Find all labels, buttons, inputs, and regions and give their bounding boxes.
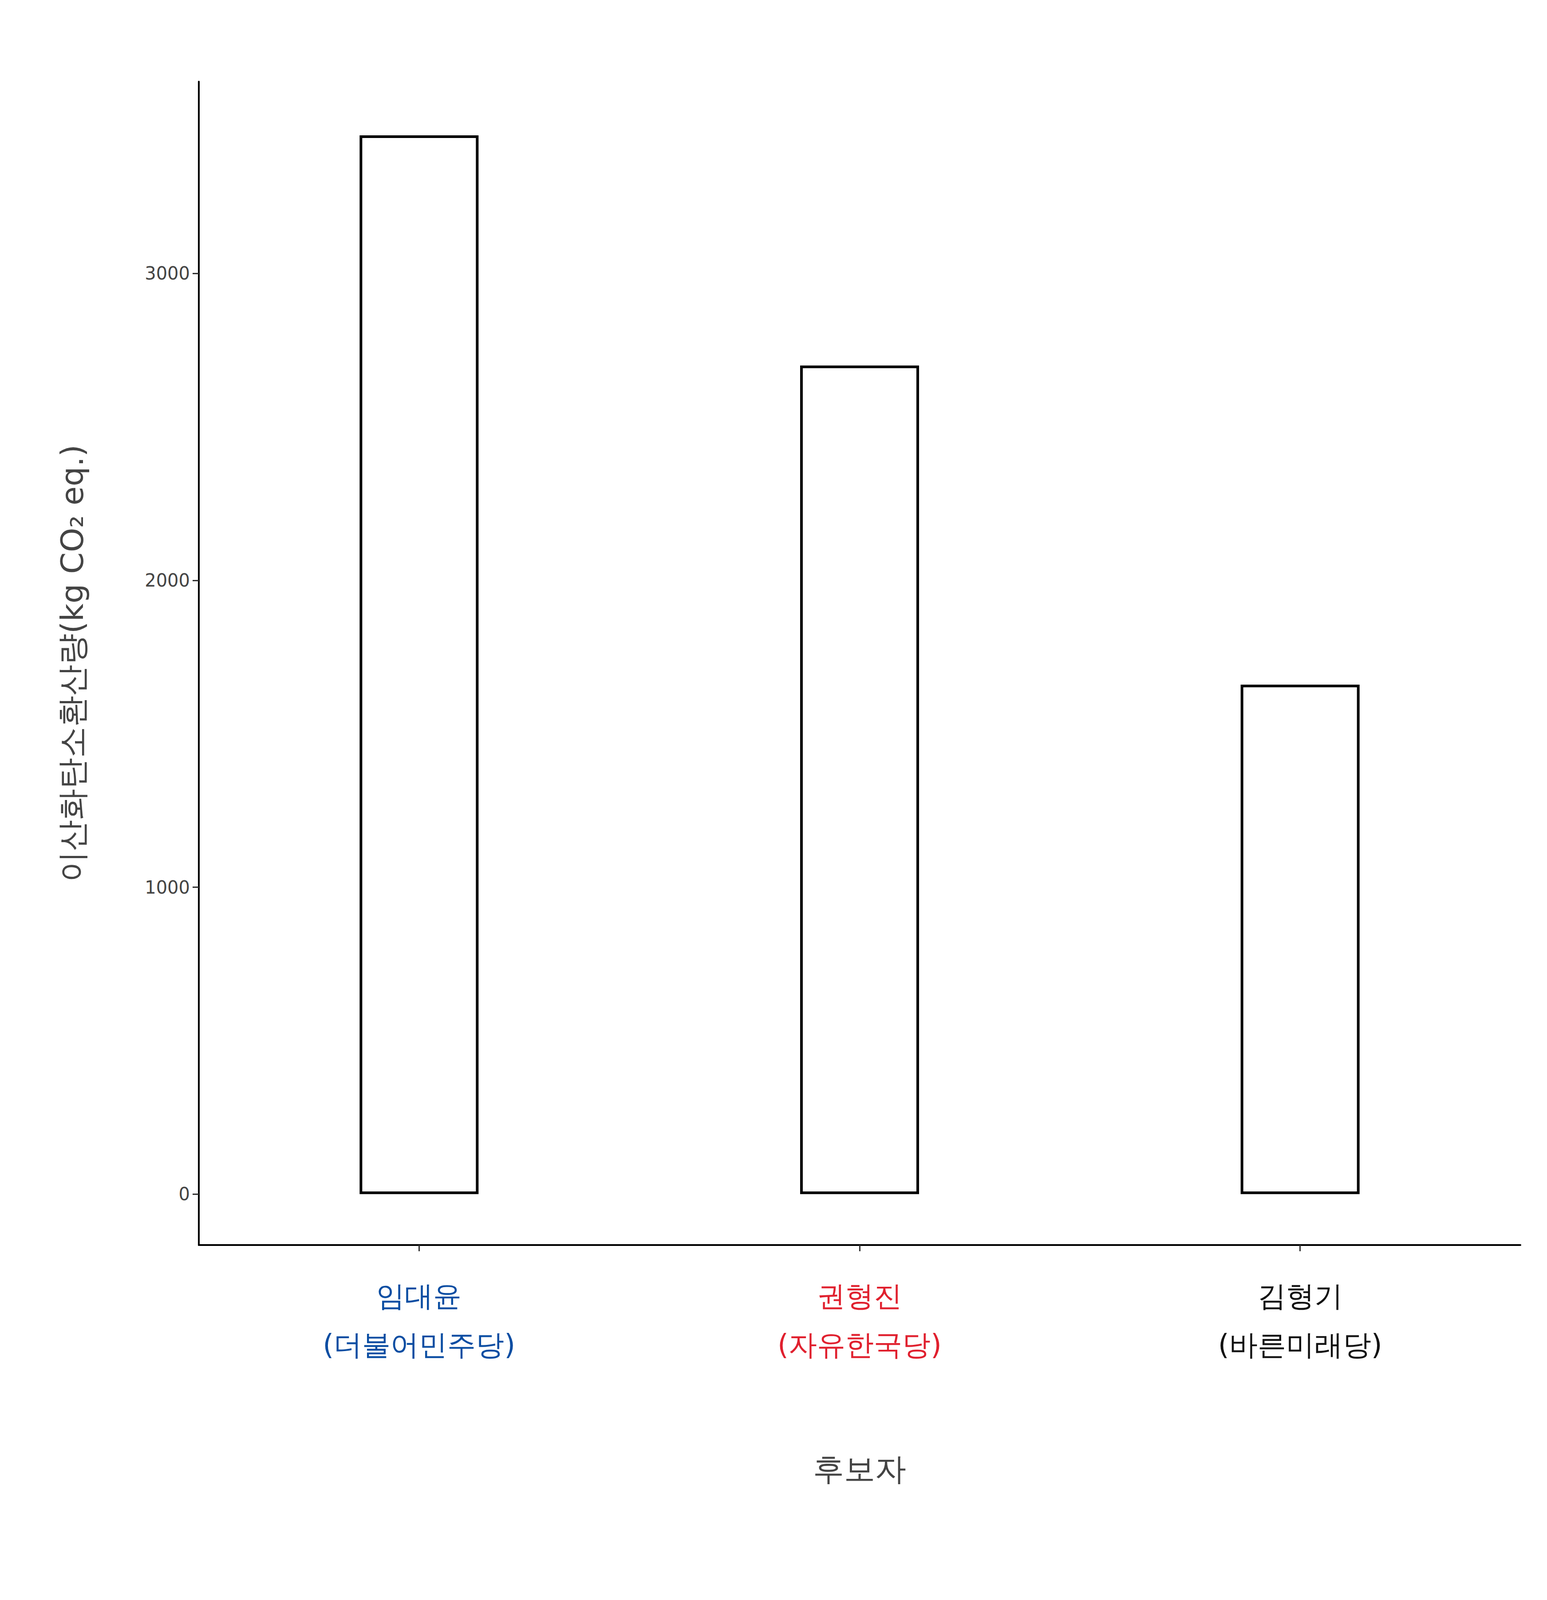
svg-text:(더불어민주당): (더불어민주당) [322,1328,516,1362]
svg-text:3000: 3000 [144,263,190,284]
svg-text:이산화탄소환산량(kg CO₂ eq.): 이산화탄소환산량(kg CO₂ eq.) [54,444,91,883]
svg-text:(바른미래당): (바른미래당) [1218,1328,1383,1362]
svg-text:(자유한국당): (자유한국당) [777,1328,942,1362]
svg-text:1000: 1000 [144,877,190,898]
svg-text:0: 0 [178,1183,190,1205]
svg-text:권형진: 권형진 [816,1279,903,1313]
svg-text:임대윤: 임대윤 [376,1279,462,1313]
svg-text:후보자: 후보자 [812,1451,907,1488]
svg-text:2000: 2000 [144,570,190,591]
svg-text:김형기: 김형기 [1257,1279,1343,1313]
